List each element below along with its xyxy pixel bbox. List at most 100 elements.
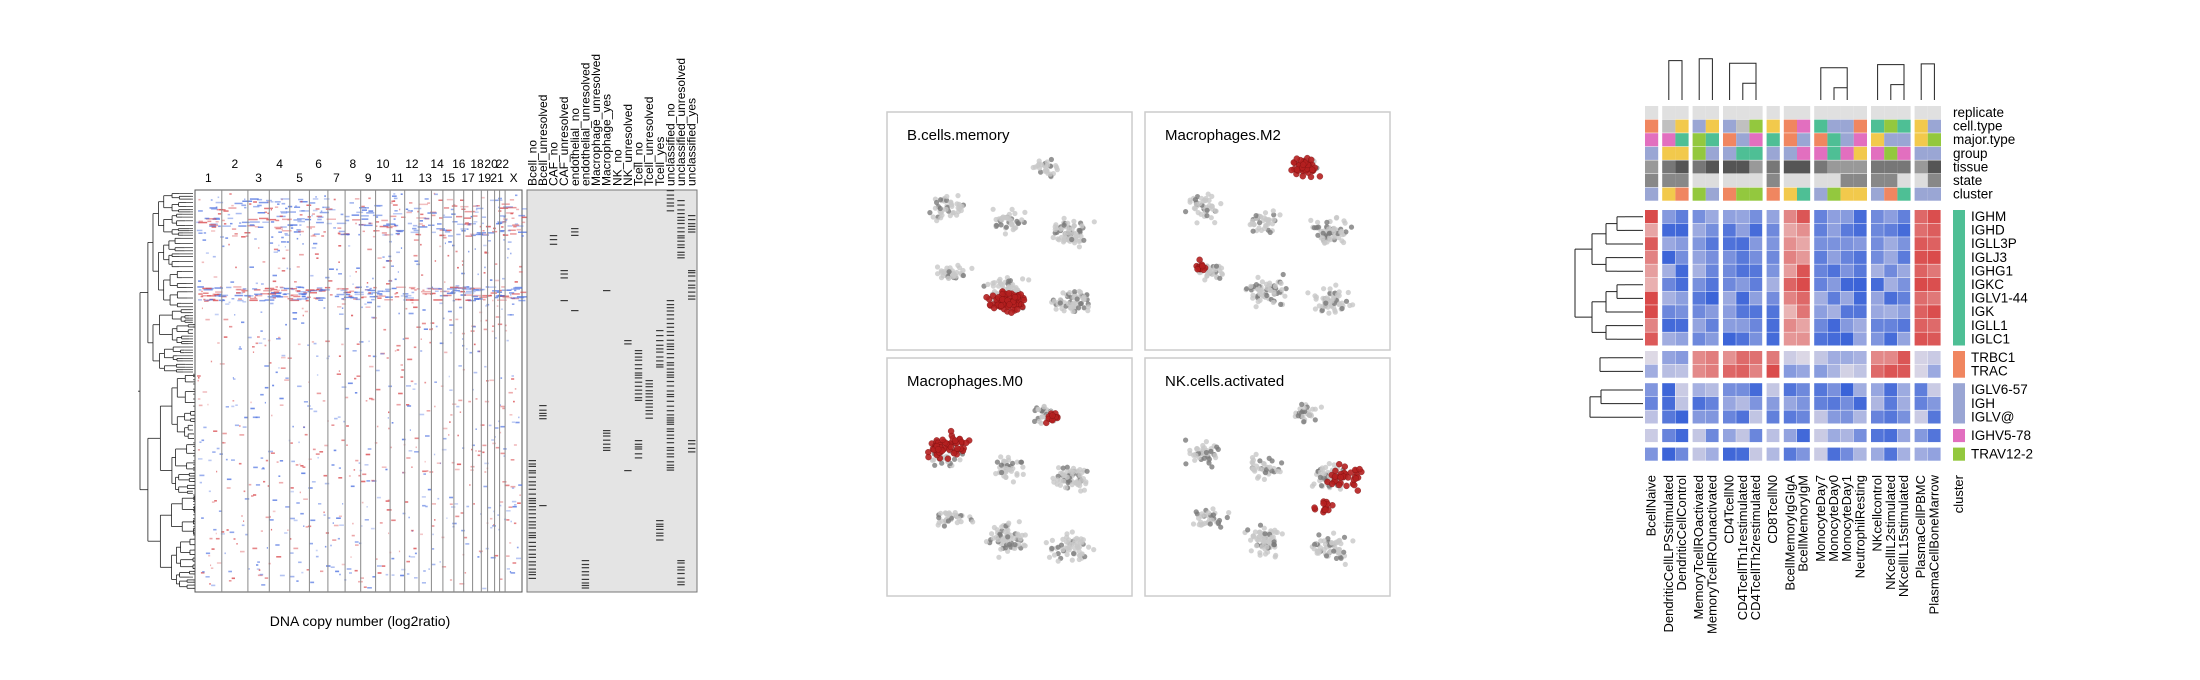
cnv-segment xyxy=(317,456,319,459)
expression-cell xyxy=(1884,264,1897,278)
cnv-segment xyxy=(502,481,507,483)
annotation-mark xyxy=(666,307,675,309)
scatter-point xyxy=(1036,158,1042,164)
scatter-point xyxy=(1071,551,1077,557)
cnv-segment xyxy=(460,512,464,514)
cnv-segment xyxy=(365,453,371,456)
cnv-segment xyxy=(377,565,382,567)
cnv-segment xyxy=(278,481,284,484)
annotation-cell xyxy=(1914,174,1928,188)
annotation-mark xyxy=(666,310,675,312)
annotation-mark xyxy=(688,272,696,274)
scatter-point xyxy=(1020,471,1026,477)
cnv-segment xyxy=(260,330,263,332)
cnv-segment xyxy=(270,288,278,291)
cnv-segment xyxy=(221,219,225,222)
cnv-segment xyxy=(383,328,387,331)
scatter-point xyxy=(1026,277,1032,283)
expression-cell xyxy=(1705,237,1719,251)
cnv-segment xyxy=(345,293,351,296)
annotation-cell xyxy=(1675,160,1689,174)
expression-cell xyxy=(1645,351,1658,365)
scatter-point xyxy=(1003,214,1009,221)
scatter-point xyxy=(1016,541,1022,547)
expression-cell xyxy=(1840,264,1854,278)
cnv-segment xyxy=(482,294,492,297)
cnv-segment xyxy=(423,328,428,330)
scatter-point xyxy=(1018,459,1024,465)
cnv-segment xyxy=(355,544,359,546)
cnv-segment xyxy=(502,277,505,280)
cnv-segment xyxy=(323,289,330,291)
cnv-segment xyxy=(228,243,230,246)
highlight-point xyxy=(1320,500,1327,507)
cnv-segment xyxy=(355,459,359,462)
cnv-segment xyxy=(366,286,369,288)
annotation-mark xyxy=(581,584,590,587)
cnv-segment xyxy=(392,204,398,206)
cnv-segment xyxy=(368,355,371,357)
scatter-point xyxy=(1003,474,1009,480)
annotation-cell xyxy=(1884,146,1898,160)
scatter-point xyxy=(1320,235,1326,241)
annotation-cell xyxy=(1914,133,1928,147)
cnv-segment xyxy=(507,225,513,227)
cnv-segment xyxy=(461,260,465,262)
cnv-segment xyxy=(494,427,499,429)
expression-cell xyxy=(1662,264,1675,278)
expression-cell xyxy=(1736,223,1749,237)
cnv-segment xyxy=(415,446,417,449)
cnv-segment xyxy=(272,297,276,299)
sample-label: MemoryTcellROactivated xyxy=(1691,475,1706,620)
expression-cell xyxy=(1662,351,1675,365)
cnv-segment xyxy=(432,288,443,290)
cnv-segment xyxy=(302,286,305,289)
subplot-title: NK.cells.activated xyxy=(1165,373,1284,390)
scatter-point xyxy=(1203,439,1209,445)
scatter-point xyxy=(1044,168,1050,174)
scatter-point xyxy=(1207,267,1213,273)
expression-cell xyxy=(1914,447,1928,461)
cnv-segment xyxy=(514,289,517,292)
expression-cell xyxy=(1705,264,1719,278)
cnv-segment xyxy=(242,200,253,202)
scatter-point xyxy=(1073,231,1079,237)
cnv-segment xyxy=(198,377,200,379)
scatter-point xyxy=(1278,280,1284,286)
annotation-mark xyxy=(666,339,675,341)
cnv-segment xyxy=(404,501,409,503)
cnv-segment xyxy=(233,286,242,288)
cnv-segment xyxy=(499,207,509,209)
cnv-segment xyxy=(332,522,334,524)
expression-cell xyxy=(1692,291,1706,305)
scatter-point xyxy=(1311,546,1317,552)
cnv-segment xyxy=(212,293,220,296)
cnv-segment xyxy=(227,217,234,220)
cnv-segment xyxy=(287,529,289,531)
annotation-cell xyxy=(1853,174,1867,188)
sample-label: BcellMemoryIgM xyxy=(1796,475,1811,572)
expression-cell xyxy=(1783,278,1797,292)
cnv-segment xyxy=(210,564,212,567)
cnv-segment xyxy=(489,517,493,520)
cnv-segment xyxy=(280,367,286,369)
scatter-point xyxy=(1217,275,1223,281)
cnv-segment xyxy=(337,227,342,229)
cnv-segment xyxy=(385,468,388,471)
annotation-mark xyxy=(528,577,536,579)
scatter-point xyxy=(957,203,963,209)
annotation-cell xyxy=(1897,106,1911,120)
cnv-segment xyxy=(387,417,389,419)
cnv-segment xyxy=(414,260,419,262)
cnv-segment xyxy=(514,286,523,289)
expression-cell xyxy=(1871,351,1884,365)
cnv-segment xyxy=(287,297,294,300)
annotation-mark xyxy=(634,397,643,399)
cnv-segment xyxy=(280,226,287,228)
cnv-segment xyxy=(360,577,364,579)
annotation-cell xyxy=(1723,174,1737,188)
cnv-segment xyxy=(290,227,294,229)
cnv-segment xyxy=(443,216,452,218)
scatter-point xyxy=(1301,419,1307,425)
cnv-segment xyxy=(322,400,326,402)
